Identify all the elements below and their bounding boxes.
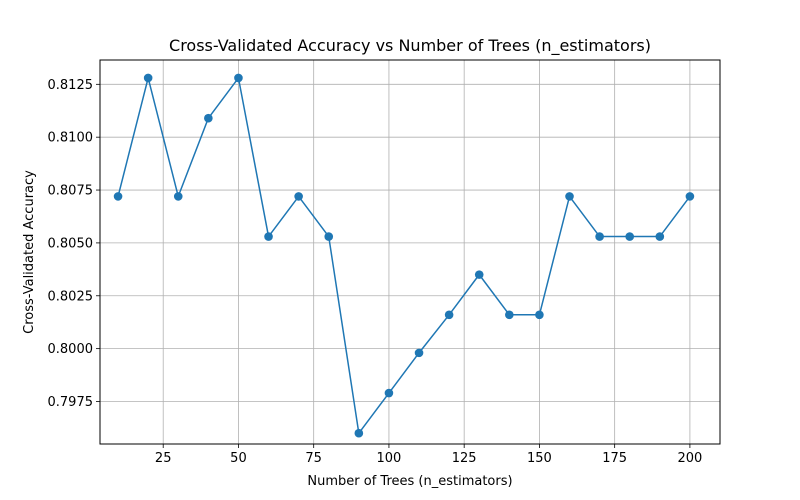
y-axis-label: Cross-Validated Accuracy (22, 170, 37, 334)
chart-title: Cross-Validated Accuracy vs Number of Tr… (169, 36, 651, 56)
y-tick-label: 0.8125 (48, 78, 94, 93)
grid-layer (100, 60, 720, 444)
data-point (444, 310, 454, 320)
y-tick-label: 0.8100 (48, 131, 94, 146)
data-point (414, 348, 424, 358)
data-point (535, 310, 544, 320)
data-point (354, 428, 364, 438)
x-tick-label: 75 (305, 451, 322, 466)
x-tick-label: 25 (155, 451, 172, 466)
y-tick-label: 0.8025 (48, 289, 94, 304)
y-tick-label: 0.8000 (48, 342, 94, 357)
data-point (655, 232, 665, 241)
y-tick-label: 0.8050 (48, 236, 94, 251)
plot-frame (99, 59, 721, 445)
x-tick-label: 200 (677, 451, 702, 466)
data-point (565, 192, 574, 201)
data-point (595, 232, 604, 241)
x-tick-label: 150 (527, 451, 552, 466)
y-tick-label: 0.7975 (48, 395, 94, 410)
x-axis-label: Number of Trees (n_estimators) (307, 474, 512, 489)
y-tick-label: 0.8075 (48, 184, 94, 199)
data-point (173, 192, 183, 201)
tick-layer: 25 50 75 100 125 150 175 200 0.7975 0.8000 0.8025 0… (48, 78, 703, 466)
data-point (625, 232, 635, 241)
data-point (685, 192, 695, 201)
series-layer (113, 73, 695, 438)
series-line (117, 77, 691, 434)
data-point (143, 73, 153, 83)
x-tick-label: 125 (452, 451, 477, 466)
x-tick-label: 175 (602, 451, 627, 466)
x-tick-label: 100 (377, 451, 402, 466)
x-tick-label: 50 (230, 451, 247, 466)
data-point (324, 232, 334, 241)
data-point (505, 310, 514, 320)
data-point (264, 232, 273, 241)
data-point (384, 388, 394, 398)
data-point (474, 270, 484, 279)
data-point (204, 113, 213, 123)
data-point (234, 73, 243, 83)
data-point (294, 192, 303, 201)
data-point (113, 192, 123, 201)
